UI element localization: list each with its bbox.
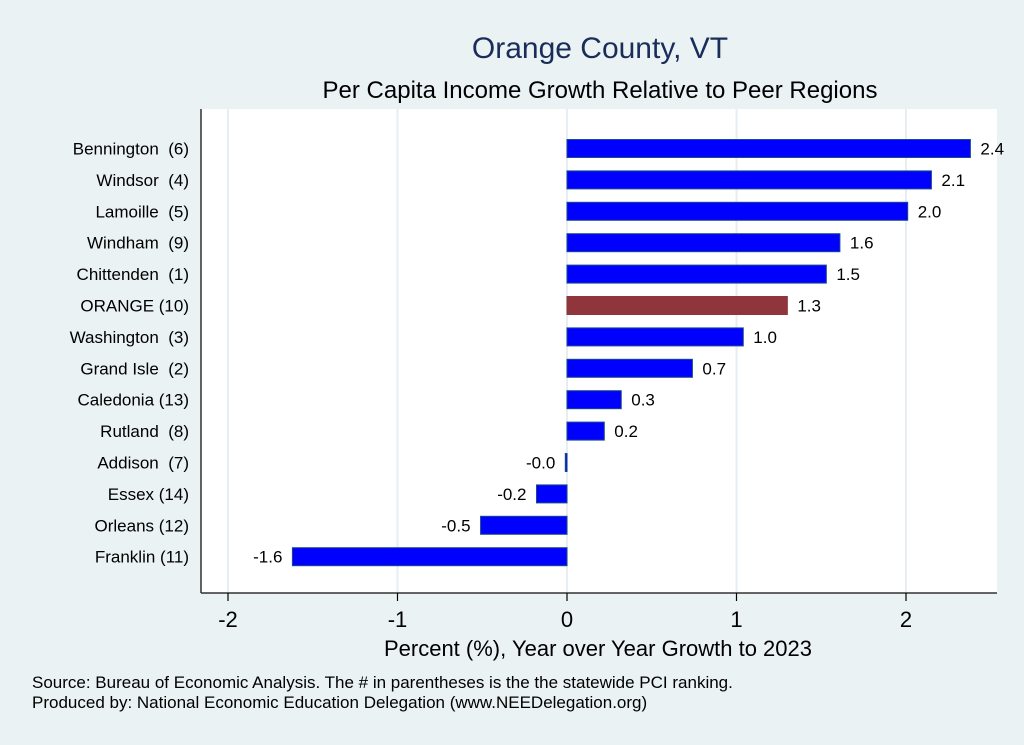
value-label: 1.6 [850,234,874,253]
value-label: -0.5 [441,516,470,535]
axes [200,109,997,594]
bar [566,233,841,253]
category-labels: Bennington (6) Windsor (4) Lamoille (5) Win… [70,140,189,567]
category-label: Bennington (6) [73,140,189,159]
category-label: Washington (3) [70,328,189,347]
chart-subtitle: Per Capita Income Growth Relative to Pee… [323,77,878,104]
value-label: 1.0 [753,328,777,347]
x-axis-title: Percent (%), Year over Year Growth to 20… [384,636,812,661]
bars [291,139,971,567]
category-label: Essex (14) [108,485,189,504]
bar [566,358,693,378]
bar [291,547,568,567]
plot-area [201,109,997,593]
value-label: 2.0 [918,202,942,221]
bar-highlight [566,296,788,315]
bar [566,327,744,347]
value-label: 0.7 [702,359,726,378]
producer-note: Produced by: National Economic Education… [32,693,647,712]
value-label: 2.1 [941,171,965,190]
category-label: Addison (7) [97,454,189,473]
value-label: -0.2 [497,485,526,504]
value-label: -0.0 [526,454,555,473]
source-note: Source: Bureau of Economic Analysis. The… [32,673,733,692]
bar [566,170,932,190]
value-label: 1.3 [797,297,821,316]
category-label: Franklin (11) [95,548,189,567]
x-tick-label: -1 [388,607,408,632]
bar [566,201,909,221]
bar [566,139,971,158]
value-label: -1.6 [253,548,282,567]
value-label: 0.2 [614,422,638,441]
value-label: 2.4 [980,140,1004,159]
category-label: ORANGE (10) [80,297,189,316]
value-label: 0.3 [631,391,655,410]
x-tick-label: 2 [900,607,912,632]
x-tick-label: 0 [561,607,573,632]
x-ticks: -2 -1 0 1 2 [218,593,912,632]
category-label: Windham (9) [87,234,189,253]
category-label: Windsor (4) [96,171,189,190]
bar [566,390,622,410]
x-tick-label: 1 [730,607,742,632]
value-labels: 2.4 2.1 2.0 1.6 1.5 1.3 1.0 0.7 0.3 0.2 -0.0-0.2 -0… [253,140,1004,567]
gridlines [227,109,907,593]
category-label: Caledonia (13) [77,391,189,410]
category-label: Grand Isle (2) [80,359,189,378]
category-label: Orleans (12) [95,516,189,535]
bar [566,264,827,284]
value-label: 1.5 [836,265,860,284]
bar [564,453,568,472]
bar [566,421,605,441]
bar [480,515,568,535]
chart-title: Orange County, VT [472,32,728,65]
category-label: Lamoille (5) [95,202,189,221]
bar [535,484,568,504]
category-label: Rutland (8) [100,422,189,441]
x-tick-label: -2 [218,607,238,632]
category-label: Chittenden (1) [77,265,189,284]
